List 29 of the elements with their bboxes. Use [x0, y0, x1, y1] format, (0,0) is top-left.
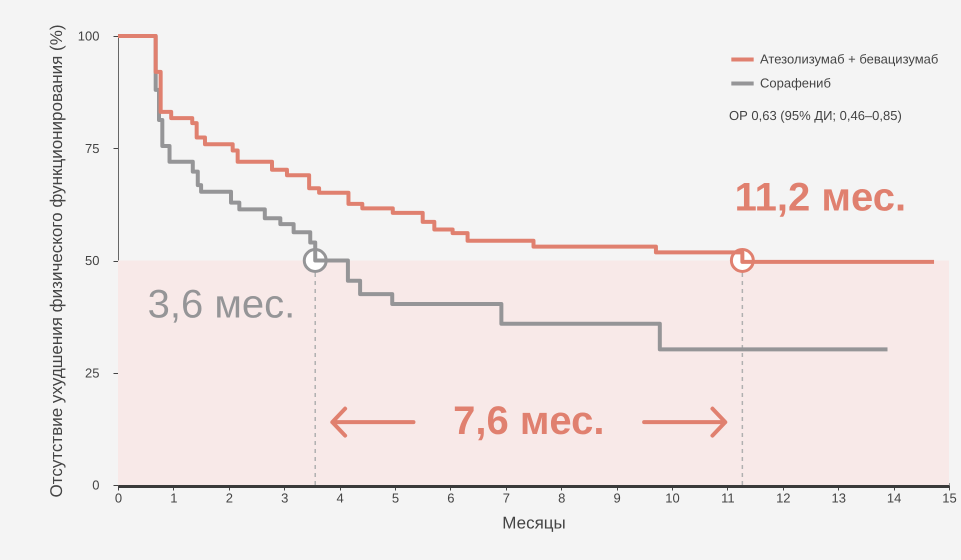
legend-label: Атезолизумаб + бевацизумаб — [760, 52, 938, 66]
x-tick-label: 15 — [942, 490, 957, 506]
x-tick-label: 9 — [613, 490, 621, 506]
x-tick-label: 14 — [886, 490, 902, 506]
y-tick-label: 100 — [78, 28, 100, 44]
x-tick-label: 3 — [281, 490, 288, 506]
y-axis-title: Отсутствие ухудшения физического функционирования (%) — [46, 24, 66, 498]
annotation: 3,6 мес. — [148, 282, 296, 326]
y-tick-label: 25 — [85, 365, 100, 380]
annotation: 7,6 мес. — [453, 399, 604, 444]
x-tick-label: 1 — [170, 490, 178, 506]
x-tick-label: 11 — [721, 490, 735, 506]
y-tick-label: 50 — [85, 253, 100, 268]
x-tick-label: 5 — [392, 490, 400, 506]
annotation: ОР 0,63 (95% ДИ; 0,46–0,85) — [729, 108, 902, 123]
x-tick-label: 13 — [831, 490, 846, 506]
x-tick-label: 12 — [776, 490, 791, 506]
y-tick-label: 75 — [85, 140, 100, 156]
legend-label: Сорафениб — [760, 76, 831, 90]
x-tick-label: 6 — [447, 490, 455, 506]
annotation: 11,2 мес. — [734, 176, 906, 220]
x-tick-label: 7 — [502, 490, 510, 506]
x-tick-label: 0 — [114, 490, 122, 506]
x-tick-label: 4 — [336, 490, 344, 506]
x-tick-label: 10 — [665, 490, 680, 506]
x-tick-label: 2 — [226, 490, 233, 506]
x-axis-title: Месяцы — [502, 514, 566, 532]
y-tick-label: 0 — [92, 478, 100, 492]
x-tick-label: 8 — [558, 490, 566, 506]
